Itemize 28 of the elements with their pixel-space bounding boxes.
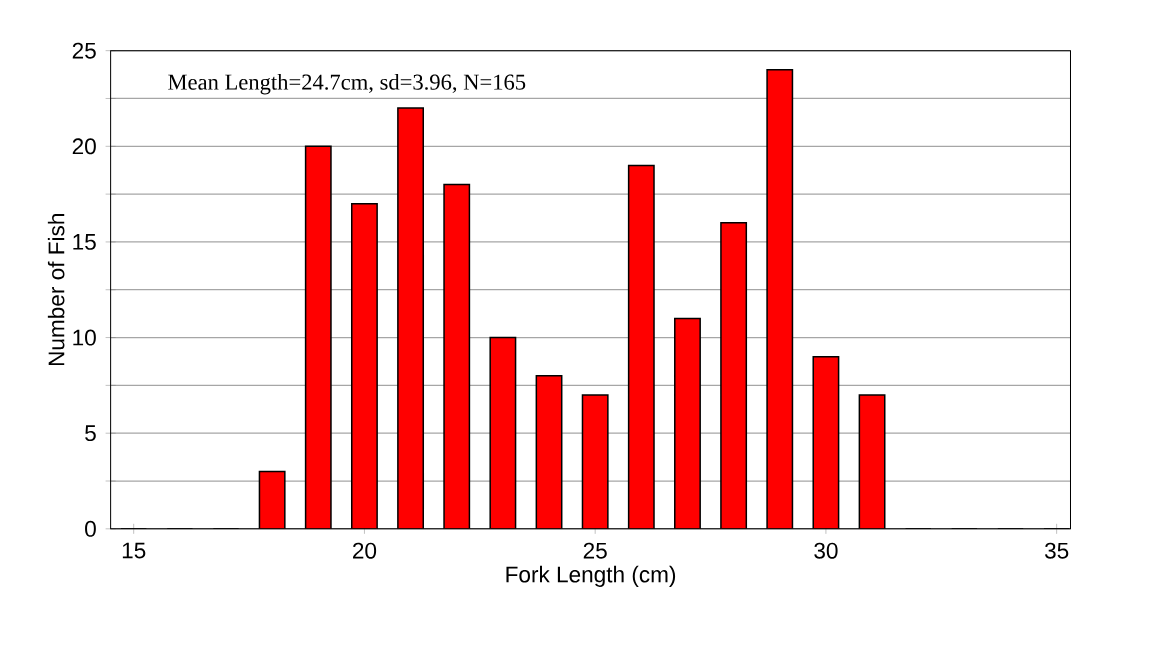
x-tick-label: 35 (1044, 542, 1069, 559)
bar (305, 146, 331, 530)
y-tick-label: 10 (73, 329, 96, 346)
bar (582, 395, 608, 530)
x-tick-label: 30 (814, 542, 838, 559)
bar (859, 395, 885, 530)
bar (536, 376, 562, 530)
y-tick-label: 5 (85, 425, 96, 442)
x-axis-title: Fork Length (cm) (506, 566, 676, 588)
x-tick-label: 15 (122, 542, 146, 559)
y-tick-label: 0 (85, 521, 96, 538)
x-tick-label: 25 (583, 542, 607, 559)
bar (351, 203, 378, 530)
bar (259, 471, 285, 530)
bar (767, 70, 793, 530)
annotation: Mean Length=24.7cm, sd=3.96, N=165 (168, 74, 526, 95)
y-tick-label: 20 (72, 138, 96, 155)
bar (674, 318, 701, 530)
y-tick-label: 25 (72, 42, 96, 59)
bar (397, 108, 424, 530)
y-axis-title: Number of Fish (47, 214, 65, 366)
bar (628, 165, 655, 530)
y-tick-label: 15 (73, 234, 96, 251)
bar (813, 356, 839, 530)
bar (490, 337, 516, 530)
bar (444, 184, 470, 530)
bar (720, 223, 747, 530)
x-tick-label: 20 (353, 542, 377, 559)
